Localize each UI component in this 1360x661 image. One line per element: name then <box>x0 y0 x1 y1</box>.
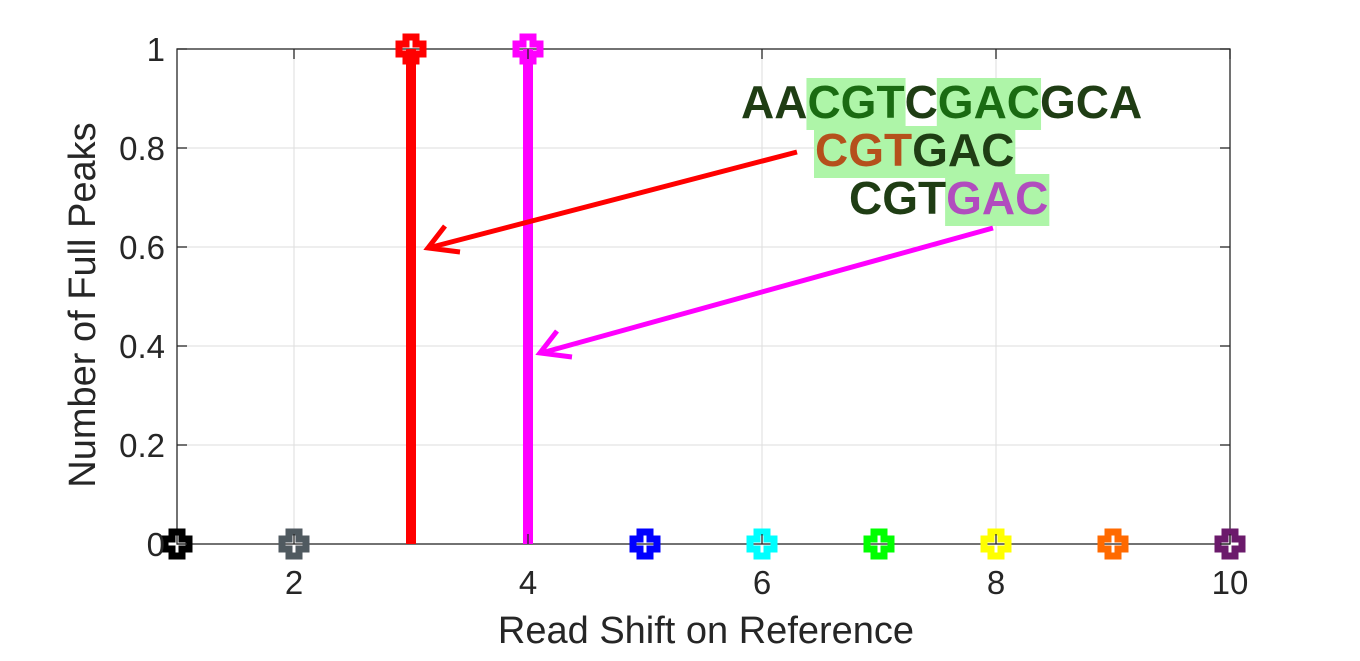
arrow-read-1 <box>423 149 798 255</box>
read2-seg-1: CGT <box>849 172 946 224</box>
x-tick-label-0: 2 <box>285 564 303 601</box>
marker-7 <box>863 528 895 560</box>
read1-seg-1: CGT <box>815 124 912 176</box>
marker-6 <box>746 528 778 560</box>
ref-seg-4: GAC <box>938 76 1040 128</box>
x-tick-label-1: 4 <box>519 564 537 601</box>
x-tick-label-3: 8 <box>987 564 1005 601</box>
y-tick-label-5: 1 <box>147 31 165 68</box>
marker-9 <box>1097 528 1129 560</box>
x-tick-label-2: 6 <box>753 564 771 601</box>
marker-4 <box>512 33 544 65</box>
highlight-0-3 <box>936 78 1042 130</box>
arrow-read-2 <box>535 225 994 360</box>
x-tick-label-4: 10 <box>1212 564 1249 601</box>
marker-3 <box>395 33 427 65</box>
y-tick-label-3: 0.6 <box>119 229 165 266</box>
highlight-0-1 <box>806 78 906 130</box>
markers <box>161 33 1246 560</box>
marker-8 <box>980 528 1012 560</box>
ref-seg-3: C <box>905 76 938 128</box>
y-tick-label-2: 0.4 <box>119 328 165 365</box>
marker-2 <box>278 528 310 560</box>
sequence-annotation: AACGTCGACGCA CGTGAC CGTGAC <box>423 76 1142 360</box>
read-1-sequence: CGTGAC <box>815 124 1014 176</box>
plot-area-frame <box>176 48 1231 545</box>
ref-seg-1: AA <box>741 76 807 128</box>
y-tick-label-4: 0.8 <box>119 130 165 167</box>
highlight-1-0 <box>814 126 914 178</box>
ref-seg-2: CGT <box>807 76 904 128</box>
read-2-sequence: CGTGAC <box>849 172 1048 224</box>
x-axis-ticks: 2 4 6 8 10 <box>285 49 1249 601</box>
marker-5 <box>629 528 661 560</box>
reference-sequence: AACGTCGACGCA <box>741 76 1142 128</box>
read1-seg-2: GAC <box>912 124 1014 176</box>
x-axis-title: Read Shift on Reference <box>498 610 914 652</box>
marker-10 <box>1214 528 1246 560</box>
highlight-1-1 <box>911 126 1016 178</box>
ref-seg-5: GCA <box>1040 76 1142 128</box>
y-tick-label-0: 0 <box>147 526 165 563</box>
highlight-2-1 <box>945 174 1050 226</box>
marker-1 <box>161 528 193 560</box>
sequence-highlights <box>806 78 1050 226</box>
y-tick-label-1: 0.2 <box>119 427 165 464</box>
y-axis-ticks: 0 0.2 0.4 0.6 0.8 1 <box>119 31 1230 563</box>
read2-seg-2: GAC <box>946 172 1048 224</box>
y-axis-title: Number of Full Peaks <box>62 122 104 487</box>
stems <box>406 49 533 544</box>
